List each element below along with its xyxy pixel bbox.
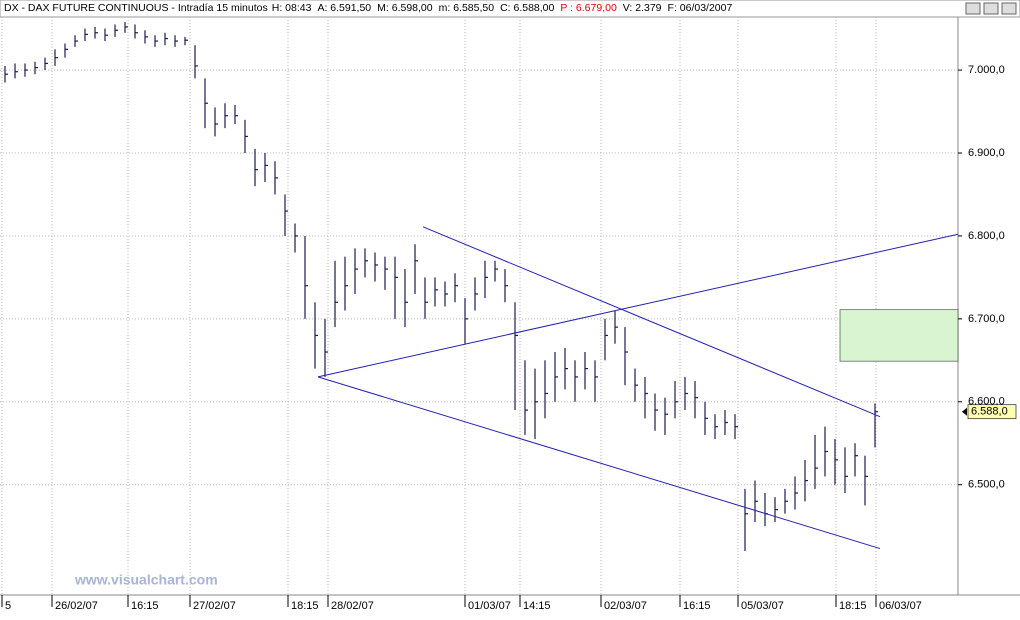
watermark: www.visualchart.com (74, 572, 218, 588)
x-tick-label: 28/02/07 (331, 600, 374, 612)
field: M: 6.598,00 (377, 2, 433, 14)
y-tick-label: 6.900,0 (968, 147, 1005, 159)
x-tick-label: 5 (5, 600, 11, 612)
field: P : 6.679,00 (560, 2, 617, 14)
x-tick-label: 18:15 (839, 600, 867, 612)
x-tick-label: 14:15 (523, 600, 551, 612)
close-button[interactable] (1001, 2, 1017, 15)
x-tick-label: 18:15 (291, 600, 319, 612)
zone (839, 309, 959, 362)
field: H: 08:43 (272, 2, 312, 14)
window-buttons (965, 2, 1017, 15)
title-bar (0, 0, 1020, 18)
symbol: DX - DAX FUTURE CONTINUOUS - Intradía 15… (4, 2, 268, 14)
trend-line (317, 376, 881, 550)
x-tick-label: 16:15 (131, 600, 159, 612)
y-tick-label: 6.800,0 (968, 230, 1005, 242)
x-tick-label: 01/03/07 (468, 600, 511, 612)
y-tick-label: 7.000,0 (968, 64, 1005, 76)
field: A: 6.591,50 (317, 2, 371, 14)
y-tick-label: 6.700,0 (968, 313, 1005, 325)
x-tick-label: 26/02/07 (55, 600, 98, 612)
header: DX - DAX FUTURE CONTINUOUS - Intradía 15… (4, 2, 732, 14)
field: m: 6.585,50 (439, 2, 495, 14)
x-tick-label: 27/02/07 (193, 600, 236, 612)
x-tick-label: 16:15 (683, 600, 711, 612)
x-tick-label: 02/03/07 (604, 600, 647, 612)
last-price-label: 6.588,0 (971, 406, 1008, 418)
field: C: 6.588,00 (500, 2, 554, 14)
y-tick-label: 6.500,0 (968, 479, 1005, 491)
maximize-button[interactable] (983, 2, 999, 15)
x-tick-label: 06/03/07 (879, 600, 922, 612)
x-tick-label: 05/03/07 (741, 600, 784, 612)
last-price-arrow (962, 407, 967, 416)
field: F: 06/03/2007 (668, 2, 733, 14)
trend-line (422, 226, 881, 418)
trend-line (317, 233, 959, 378)
field: V: 2.379 (623, 2, 662, 14)
minimize-button[interactable] (965, 2, 981, 15)
last-price-box (967, 404, 1017, 420)
